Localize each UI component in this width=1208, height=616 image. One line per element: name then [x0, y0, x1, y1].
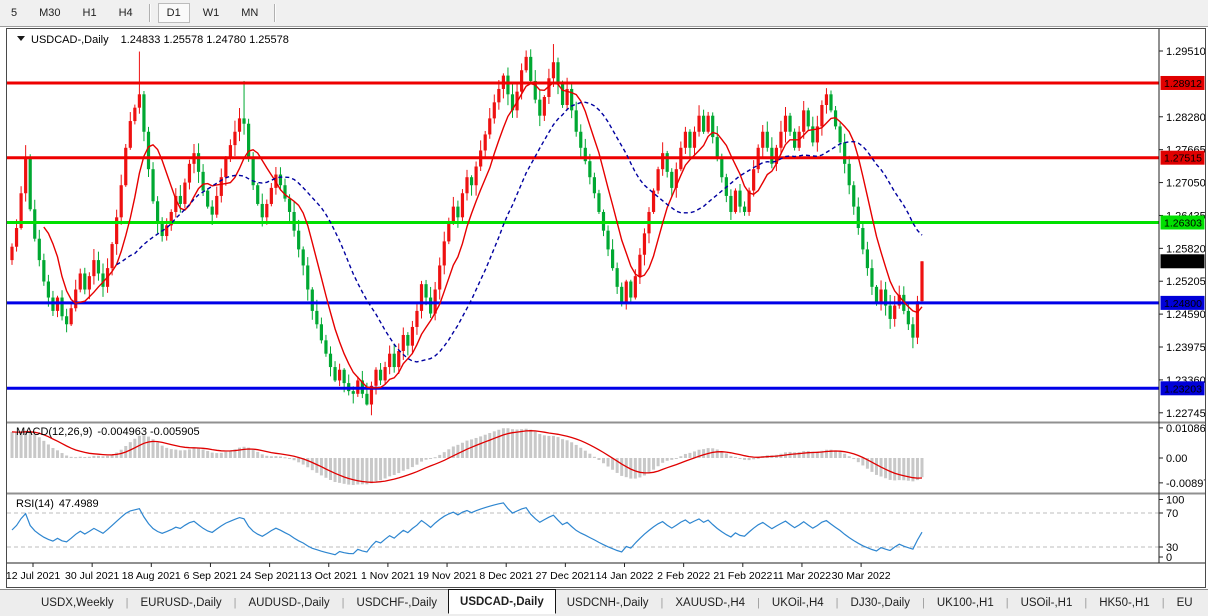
tab-usdchf-daily[interactable]: USDCHF-,Daily: [356, 597, 438, 609]
timeframe-button-m30[interactable]: M30: [39, 7, 61, 19]
svg-text:1.25578: 1.25578: [1164, 256, 1202, 268]
svg-text:1.27515: 1.27515: [1164, 153, 1202, 165]
tab-usdcnh-daily[interactable]: USDCNH-,Daily: [566, 597, 649, 609]
chart-window: 1.295101.282801.276651.270501.264351.258…: [6, 28, 1206, 588]
chart-title-row: USDCAD-,Daily 1.24833 1.25578 1.24780 1.2…: [31, 34, 289, 46]
date-tick: 30 Jul 2021: [65, 570, 119, 582]
moving-average-lines: [43, 81, 923, 389]
timeframe-button-d1[interactable]: D1: [157, 3, 190, 23]
macd-axis-tick: 0.00: [1166, 453, 1187, 465]
price-tick: 1.24590: [1166, 309, 1205, 321]
price-tick: 1.25820: [1166, 243, 1205, 255]
date-tick: 8 Dec 2021: [479, 570, 533, 582]
support-badge: 1.23203: [1160, 381, 1205, 396]
date-tick: 6 Sep 2021: [184, 570, 238, 582]
chart-ohlc-values: 1.24833 1.25578 1.24780 1.25578: [121, 34, 289, 46]
toolbar-separator: [274, 4, 277, 22]
horizontal-level-lines: [7, 81, 1159, 390]
tab-usoil-h1[interactable]: USOil-,H1: [1020, 597, 1073, 609]
resistance-badge: 1.27515: [1160, 150, 1205, 165]
macd-panel: [10, 428, 924, 486]
tab-xauusd-h4[interactable]: XAUUSD-,H4: [675, 597, 746, 609]
tab-eu[interactable]: EU: [1176, 597, 1193, 609]
tab-separator: |: [660, 597, 664, 609]
date-tick: 11 Mar 2022: [773, 570, 831, 582]
date-tick: 13 Oct 2021: [300, 570, 357, 582]
chart-canvas[interactable]: 1.295101.282801.276651.270501.264351.258…: [7, 29, 1205, 587]
candlestick-series: [10, 44, 924, 416]
chart-tab-bar: USDX,Weekly | EURUSD-,Daily | AUDUSD-,Daily |…: [0, 589, 1208, 616]
date-tick: 27 Dec 2021: [536, 570, 596, 582]
rsi-axis-tick: 100: [1166, 495, 1184, 507]
rsi-panel: [7, 502, 1159, 556]
toolbar-separator: [148, 4, 151, 22]
price-axis: 1.295101.282801.276651.270501.264351.258…: [1159, 46, 1205, 564]
tab-separator: |: [835, 597, 839, 609]
tab-separator: |: [1161, 597, 1165, 609]
tab-scroll-arrows: ◄►: [1204, 596, 1208, 611]
timeframe-button-w1[interactable]: W1: [202, 7, 220, 19]
timeframe-button-mn[interactable]: MN: [241, 7, 259, 19]
tab-eurusd-daily[interactable]: EURUSD-,Daily: [140, 597, 222, 609]
level-badge: 1.26303: [1160, 215, 1205, 230]
tab-dj30-daily[interactable]: DJ30-,Daily: [850, 597, 910, 609]
tab-usdx-weekly[interactable]: USDX,Weekly: [41, 597, 114, 609]
date-tick: 24 Sep 2021: [240, 570, 300, 582]
rsi-label-row: RSI(14) 47.4989: [16, 498, 99, 510]
date-tick: 18 Aug 2021: [122, 570, 181, 582]
chart-title: USDCAD-,Daily: [31, 34, 109, 46]
tab-scroll-left-button[interactable]: ◄: [1204, 596, 1208, 611]
macd-values: -0.004963 -0.005905: [97, 426, 199, 438]
price-tick: 1.29510: [1166, 46, 1205, 58]
svg-text:1.24800: 1.24800: [1164, 298, 1202, 310]
rsi-axis-tick: 70: [1166, 508, 1178, 520]
tab-separator: |: [341, 597, 345, 609]
tab-separator: |: [921, 597, 925, 609]
tab-separator: |: [125, 597, 129, 609]
current-price-badge: 1.25578: [1160, 254, 1205, 269]
panel-frame: [7, 29, 1205, 564]
date-tick: 1 Nov 2021: [361, 570, 415, 582]
timeframe-button-h1[interactable]: H1: [82, 7, 97, 19]
svg-text:1.23203: 1.23203: [1164, 383, 1202, 395]
price-tick: 1.27050: [1166, 178, 1205, 190]
support-badge: 1.24800: [1160, 295, 1205, 310]
timeframe-button-5[interactable]: 5: [11, 7, 18, 19]
tab-hk50-h1[interactable]: HK50-,H1: [1099, 597, 1150, 609]
price-tick: 1.28280: [1166, 112, 1205, 124]
price-tick: 1.23975: [1166, 342, 1205, 354]
macd-axis-tick: -0.008974: [1166, 478, 1205, 490]
tab-ukoil-h4[interactable]: UKOil-,H4: [771, 597, 824, 609]
date-tick: 2 Feb 2022: [657, 570, 710, 582]
tab-separator: |: [1084, 597, 1088, 609]
svg-text:1.28912: 1.28912: [1164, 78, 1202, 90]
macd-label: MACD(12,26,9): [16, 426, 92, 438]
price-tick: 1.25205: [1166, 276, 1205, 288]
rsi-label: RSI(14): [16, 498, 54, 510]
tab-uk100-h1[interactable]: UK100-,H1: [936, 597, 994, 609]
tab-separator: |: [1005, 597, 1009, 609]
resistance-badge: 1.28912: [1160, 75, 1205, 90]
tab-separator: |: [233, 597, 237, 609]
tab-usdcad-daily[interactable]: USDCAD-,Daily: [448, 589, 556, 614]
date-axis: 12 Jul 2021 30 Jul 2021 18 Aug 2021 6 Sep 2…: [7, 563, 891, 582]
svg-text:1.26303: 1.26303: [1164, 218, 1202, 230]
rsi-axis-tick: 30: [1166, 542, 1178, 554]
date-tick: 30 Mar 2022: [832, 570, 891, 582]
macd-label-row: MACD(12,26,9) -0.004963 -0.005905: [16, 426, 200, 438]
timeframe-button-h4[interactable]: H4: [118, 7, 133, 19]
date-tick: 21 Feb 2022: [713, 570, 772, 582]
tab-separator: |: [757, 597, 760, 609]
tab-audusd-daily[interactable]: AUDUSD-,Daily: [248, 597, 330, 609]
macd-axis-tick: 0.010869: [1166, 423, 1205, 435]
price-tick: 1.22745: [1166, 408, 1205, 420]
rsi-axis-tick: 0: [1166, 552, 1172, 564]
date-tick: 14 Jan 2022: [596, 570, 654, 582]
date-tick: 12 Jul 2021: [7, 570, 60, 582]
date-tick: 19 Nov 2021: [417, 570, 477, 582]
timeframe-toolbar: 5 M30 H1 H4 D1 W1 MN: [0, 0, 1208, 27]
rsi-value: 47.4989: [59, 498, 99, 510]
symbol-dropdown-icon[interactable]: [17, 36, 25, 41]
